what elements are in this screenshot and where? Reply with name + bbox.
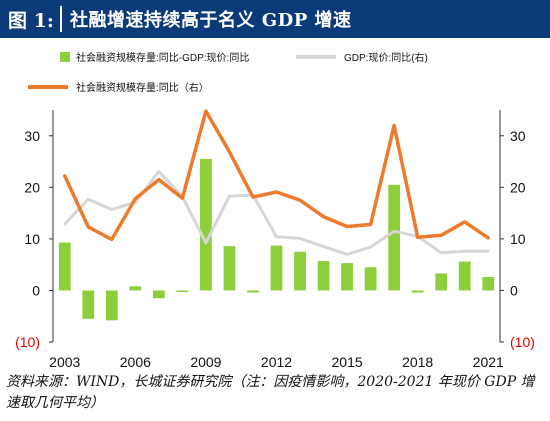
y-tick-label-left: (10) [15,334,40,350]
legend-label-bar: 社会融资规模存量:同比-GDP:现价:同比 [76,51,249,64]
bar-2003 [58,242,71,291]
legend-swatch-bar [60,52,70,62]
bar-2005 [105,290,118,321]
y-tick-label-left: 10 [24,231,40,247]
bar-2012 [270,245,283,291]
bar-2019 [435,273,448,291]
source-note: 资料来源：WIND，长城证券研究院（注：因疫情影响，2020-2021 年现价 … [6,374,535,411]
bar-2013 [294,251,306,291]
bar-2016 [364,267,377,291]
legend: 社会融资规模存量:同比-GDP:现价:同比 GDP:现价:同比(右) 社会融资规… [28,51,428,94]
bar-2021 [482,277,495,291]
y-tick-label-right: 30 [510,128,526,144]
legend-label-social: 社会融资规模存量:同比（右） [76,81,209,94]
bar-2006 [129,286,142,291]
x-tick-label: 2003 [49,354,80,370]
combo-chart: 社会融资规模存量:同比-GDP:现价:同比 GDP:现价:同比(右) 社会融资规… [15,51,535,370]
x-tick-label: 2021 [473,354,504,370]
x-tick-label: 2018 [402,354,433,370]
bar-2017 [388,184,401,291]
social-financing-line [63,109,490,242]
header-divider [60,6,62,32]
figure-title: 社融增速持续高于名义 GDP 增速 [70,10,352,31]
x-tick-label: 2012 [261,354,292,370]
figure-label: 图 1: [8,9,54,32]
bar-2009 [200,158,212,291]
chart-container: 社会融资规模存量:同比-GDP:现价:同比 GDP:现价:同比(右) 社会融资规… [0,38,550,373]
bar-2007 [152,290,165,299]
bar-2020 [458,261,471,291]
y-tick-label-right: (10) [510,334,535,350]
x-tick-label: 2009 [190,354,221,370]
bar-2018 [411,290,424,293]
figure-header: 图 1: 社融增速持续高于名义 GDP 增速 [0,0,550,38]
bar-2010 [223,246,236,291]
y-tick-label-left: 0 [32,282,40,298]
y-tick-label-right: 20 [510,179,526,195]
x-tick-label: 2015 [332,354,363,370]
bar-2011 [247,290,259,293]
axes [52,110,501,342]
legend-label-gdp: GDP:现价:同比(右) [344,51,428,64]
bar-2008 [176,290,189,292]
y-tick-label-right: 0 [510,282,518,298]
y-tick-label-right: 10 [510,231,526,247]
bar-2004 [82,290,95,319]
x-tick-label: 2006 [120,354,151,370]
y-tick-label-left: 20 [24,179,40,195]
y-tick-label-left: 30 [24,128,40,144]
bar-2015 [341,263,353,291]
bar-2014 [317,261,330,291]
